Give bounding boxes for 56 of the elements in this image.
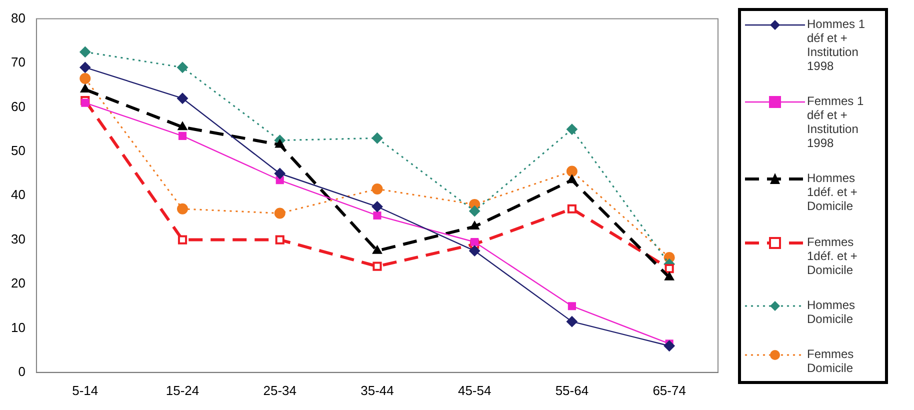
y-tick-label: 80 [10,10,26,26]
point [372,132,383,144]
point [470,238,479,246]
point [177,92,188,104]
point [566,316,578,328]
y-tick-label: 50 [10,142,26,158]
point [566,166,578,177]
point [664,272,674,280]
point [568,302,576,310]
point [372,262,382,271]
y-tick-label: 40 [10,187,26,202]
point [566,124,578,135]
point [372,183,383,194]
y-tick-label: 10 [10,320,26,335]
point [372,201,383,212]
y-tick-label: 30 [10,231,26,246]
point [80,84,90,93]
legend-label: Hommes 1 déf et + Institution 1998 [807,17,866,73]
point [81,98,90,107]
point [567,204,576,214]
legend-label: Hommes 1déf. et + Domicile [807,171,858,214]
legend-label: Hommes Domicile [807,298,856,326]
point [373,211,382,220]
y-tick-label: 0 [18,364,26,379]
point [470,221,480,230]
point [177,203,188,214]
x-tick-label: 45-54 [458,382,492,398]
point [274,168,286,179]
x-tick-label: 25-34 [263,382,296,398]
point [664,340,675,352]
point [469,206,480,217]
point [178,132,187,140]
x-tick-label: 55-64 [555,382,589,398]
legend-label: Femmes Domicile [807,346,855,375]
point [274,208,286,219]
point [80,62,91,73]
x-tick-label: 5-14 [72,382,98,398]
x-tick-label: 65-74 [652,382,686,398]
point [80,72,91,84]
point [372,245,382,254]
point [178,122,188,130]
point [275,235,284,244]
x-tick-label: 15-24 [166,382,200,398]
x-tick-label: 35-44 [360,382,394,398]
point [177,62,188,73]
point [80,46,91,58]
point [275,139,285,148]
y-tick-label: 70 [10,54,26,70]
point [664,264,674,274]
y-tick-label: 60 [10,98,26,114]
point [178,235,188,244]
y-tick-label: 20 [10,276,26,291]
point [567,174,577,184]
legend-label: Femmes 1déf. et + Domicile [807,234,858,277]
point [469,245,480,256]
legend-label: Femmes 1 déf et + Institution 1998 [807,94,865,150]
